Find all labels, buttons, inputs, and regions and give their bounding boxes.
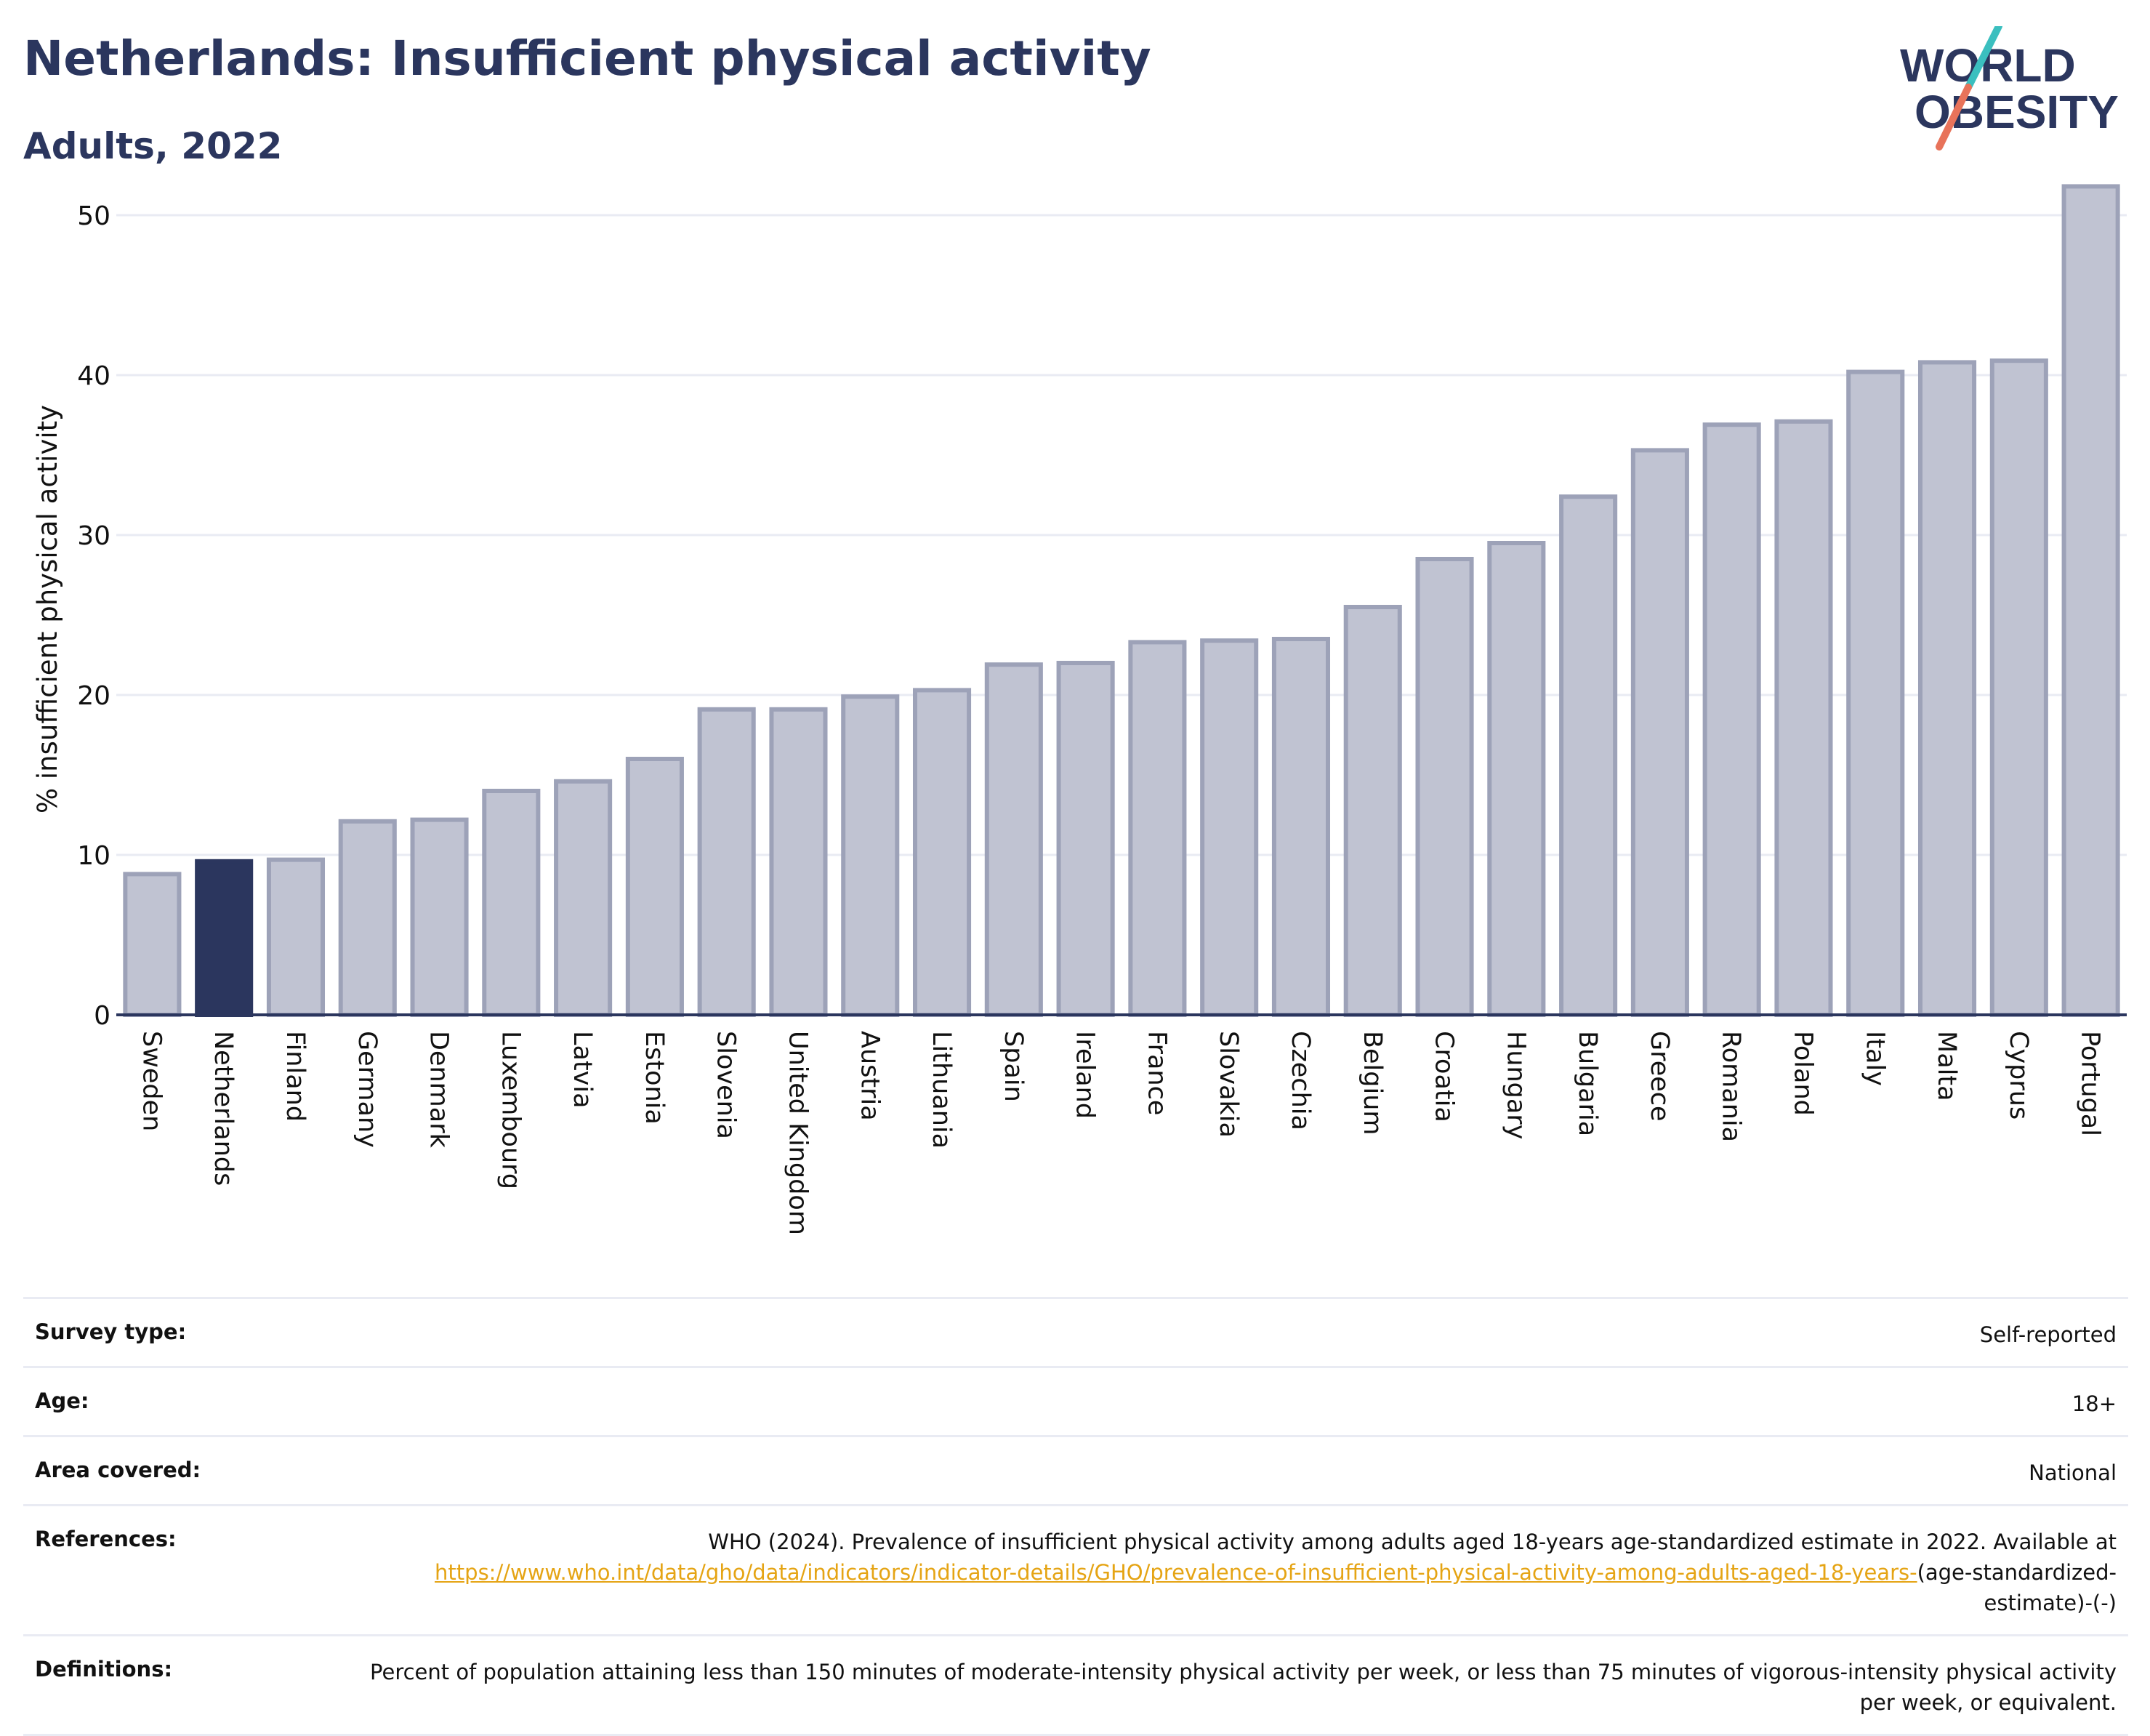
y-tick-label: 50 — [77, 201, 110, 231]
x-tick-label: Hungary — [1501, 1031, 1530, 1139]
x-tick-label: Netherlands — [209, 1031, 238, 1186]
meta-value: WHO (2024). Prevalence of insufficient p… — [340, 1527, 2117, 1618]
bar-slovenia — [697, 707, 756, 1017]
meta-row-references: References: WHO (2024). Prevalence of in… — [23, 1504, 2128, 1634]
bar-austria — [841, 694, 900, 1017]
bar-czechia — [1271, 637, 1331, 1017]
chart-title: Netherlands: Insufficient physical activ… — [23, 31, 1151, 87]
bar-italy — [1846, 369, 1905, 1018]
x-tick-label: Greece — [1645, 1031, 1674, 1122]
bar-sweden — [123, 872, 182, 1018]
meta-row-definitions: Definitions: Percent of population attai… — [23, 1634, 2128, 1736]
x-tick-label: Belgium — [1358, 1031, 1387, 1136]
bar-romania — [1702, 422, 1761, 1017]
x-tick-label: Malta — [1932, 1031, 1961, 1101]
x-tick-label: Portugal — [2076, 1031, 2105, 1136]
bar-hungary — [1487, 541, 1546, 1017]
bar-poland — [1774, 419, 1833, 1017]
meta-label: Survey type: — [35, 1319, 187, 1344]
meta-row-survey-type: Survey type: Self-reported — [23, 1297, 2128, 1366]
meta-value: Percent of population attaining less tha… — [370, 1660, 2117, 1715]
bar-estonia — [625, 757, 684, 1017]
bar-belgium — [1343, 605, 1402, 1017]
x-axis-ticks: Sweden Netherlands Finland Germany Denmark Lu… — [137, 1031, 2104, 1235]
x-tick-label: Ireland — [1071, 1031, 1100, 1119]
x-tick-label: Luxembourg — [496, 1031, 525, 1189]
meta-row-age: Age: 18+ — [23, 1366, 2128, 1435]
x-tick-label: Latvia — [568, 1031, 597, 1109]
bar-lithuania — [912, 688, 972, 1018]
x-tick-label: France — [1142, 1031, 1171, 1115]
bar-greece — [1630, 448, 1689, 1017]
x-tick-label: Sweden — [137, 1031, 166, 1131]
metadata-table: Survey type: Self-reported Age: 18+ Area… — [23, 1297, 2128, 1736]
y-tick-label: 40 — [77, 361, 110, 391]
bar-luxembourg — [482, 789, 541, 1017]
meta-label: References: — [35, 1527, 177, 1551]
bar-malta — [1917, 360, 1977, 1017]
y-tick-label: 0 — [94, 1001, 110, 1031]
x-tick-label: Poland — [1788, 1031, 1817, 1116]
x-tick-label: Italy — [1860, 1031, 1889, 1086]
meta-label: Area covered: — [35, 1458, 201, 1482]
bar-finland — [266, 857, 326, 1017]
bar-spain — [984, 662, 1043, 1017]
reference-suffix: (age-standardized-estimate)-(-) — [1917, 1560, 2117, 1615]
chart-subtitle: Adults, 2022 — [23, 125, 283, 167]
bar-bulgaria — [1559, 494, 1618, 1017]
meta-label: Definitions: — [35, 1657, 173, 1681]
y-tick-label: 20 — [77, 681, 110, 711]
logo-slash-bottom — [1936, 84, 1972, 150]
meta-value: National — [2029, 1460, 2117, 1485]
bar-latvia — [554, 779, 613, 1018]
logo-slash-top — [1965, 26, 2002, 91]
bars — [123, 184, 2120, 1018]
bar-portugal — [2061, 184, 2120, 1017]
meta-value: Self-reported — [1979, 1322, 2117, 1347]
x-tick-label: Croatia — [1430, 1031, 1459, 1122]
x-tick-label: Slovakia — [1214, 1031, 1243, 1138]
x-tick-label: Lithuania — [927, 1031, 956, 1149]
world-obesity-logo: WORLD OBESITY — [1900, 26, 2119, 150]
x-tick-label: Cyprus — [2004, 1031, 2033, 1120]
y-axis-label: % insufficient physical activity — [32, 405, 63, 813]
reference-text: WHO (2024). Prevalence of insufficient p… — [708, 1530, 2117, 1554]
x-tick-label: Austria — [855, 1031, 884, 1121]
x-tick-label: Bulgaria — [1573, 1031, 1602, 1136]
bar-netherlands — [195, 859, 254, 1018]
bar-germany — [338, 819, 397, 1018]
x-tick-label: Denmark — [424, 1031, 454, 1149]
bar-slovakia — [1200, 638, 1259, 1017]
x-tick-label: Romania — [1717, 1031, 1746, 1142]
bar-ireland — [1056, 661, 1115, 1017]
x-tick-label: United Kingdom — [783, 1031, 812, 1235]
bar-france — [1128, 640, 1187, 1017]
x-tick-label: Spain — [999, 1031, 1028, 1102]
y-tick-label: 30 — [77, 521, 110, 551]
x-tick-label: Germany — [353, 1031, 382, 1148]
x-tick-label: Finland — [281, 1031, 310, 1122]
bar-denmark — [410, 817, 469, 1017]
bar-chart: 0 10 20 30 40 50 Sweden Netherlands Finland Germ… — [32, 184, 2127, 1235]
meta-label: Age: — [35, 1389, 89, 1413]
bar-cyprus — [1989, 358, 2048, 1017]
y-tick-label: 10 — [77, 841, 110, 871]
meta-value: 18+ — [2072, 1391, 2117, 1416]
meta-row-area-covered: Area covered: National — [23, 1435, 2128, 1504]
x-tick-label: Slovenia — [712, 1031, 741, 1139]
reference-link[interactable]: https://www.who.int/data/gho/data/indica… — [435, 1560, 1917, 1585]
x-tick-label: Estonia — [640, 1031, 669, 1125]
bar-croatia — [1415, 557, 1474, 1017]
x-tick-label: Czechia — [1286, 1031, 1315, 1130]
bar-united-kingdom — [769, 707, 828, 1017]
y-axis-ticks: 0 10 20 30 40 50 — [77, 201, 110, 1031]
